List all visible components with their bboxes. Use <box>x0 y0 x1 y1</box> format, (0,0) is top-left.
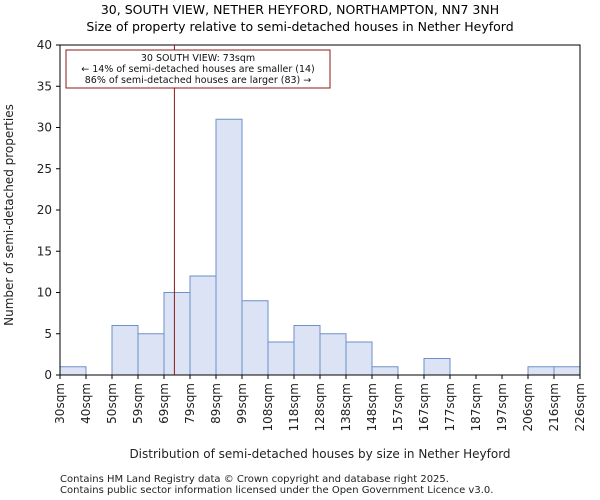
histogram-bar <box>423 358 451 376</box>
x-tick-label: 226sqm <box>573 383 587 431</box>
footer-licence: Contains public sector information licen… <box>60 485 494 496</box>
y-tick-label: 10 <box>37 286 52 300</box>
x-tick-label: 50sqm <box>105 383 119 424</box>
x-tick-label: 197sqm <box>495 383 509 431</box>
histogram-bar <box>345 341 373 376</box>
x-tick-label: 157sqm <box>391 383 405 431</box>
x-tick-label: 187sqm <box>469 383 483 431</box>
histogram-bar <box>527 366 555 376</box>
histogram-bar <box>267 341 295 376</box>
histogram-bar <box>319 333 347 376</box>
x-tick-label: 69sqm <box>157 383 171 424</box>
histogram-bar <box>137 333 165 376</box>
x-tick-label: 216sqm <box>547 383 561 431</box>
annotation-line: 30 SOUTH VIEW: 73sqm <box>141 53 255 64</box>
y-tick-label: 20 <box>37 203 52 217</box>
x-tick-label: 79sqm <box>183 383 197 424</box>
x-axis-label: Distribution of semi-detached houses by … <box>129 447 510 461</box>
x-tick-label: 177sqm <box>443 383 457 431</box>
x-tick-label: 59sqm <box>131 383 145 424</box>
x-tick-label: 118sqm <box>287 383 301 431</box>
histogram-bar <box>215 118 243 376</box>
x-tick-label: 138sqm <box>339 383 353 431</box>
y-tick-label: 40 <box>37 38 52 52</box>
histogram-bar <box>59 366 87 376</box>
histogram-bar <box>241 300 269 376</box>
y-tick-label: 30 <box>37 121 52 135</box>
histogram-bar <box>371 366 399 376</box>
histogram-bar <box>293 325 321 376</box>
x-tick-label: 89sqm <box>209 383 223 424</box>
y-tick-label: 15 <box>37 244 52 258</box>
x-tick-label: 148sqm <box>365 383 379 431</box>
x-tick-label: 40sqm <box>79 383 93 424</box>
x-tick-label: 108sqm <box>261 383 275 431</box>
x-tick-label: 167sqm <box>417 383 431 431</box>
histogram-bar <box>553 366 581 376</box>
histogram-bar <box>111 325 139 376</box>
x-tick-label: 30sqm <box>53 383 67 424</box>
x-tick-label: 99sqm <box>235 383 249 424</box>
x-tick-label: 128sqm <box>313 383 327 431</box>
annotation-line: ← 14% of semi-detached houses are smalle… <box>81 64 315 75</box>
y-axis-label: Number of semi-detached properties <box>2 104 16 326</box>
footer-copyright: Contains HM Land Registry data © Crown c… <box>60 474 449 485</box>
y-tick-label: 35 <box>37 79 52 93</box>
y-tick-label: 5 <box>44 327 52 341</box>
x-tick-label: 206sqm <box>521 383 535 431</box>
annotation-box <box>65 49 331 89</box>
annotation-line: 86% of semi-detached houses are larger (… <box>85 75 312 86</box>
y-tick-label: 0 <box>44 368 52 382</box>
chart-title: 30, SOUTH VIEW, NETHER HEYFORD, NORTHAMP… <box>100 2 500 17</box>
chart-subtitle: Size of property relative to semi-detach… <box>86 19 514 34</box>
histogram-bar <box>163 292 191 376</box>
y-tick-label: 25 <box>37 162 52 176</box>
histogram-bar <box>189 275 217 376</box>
